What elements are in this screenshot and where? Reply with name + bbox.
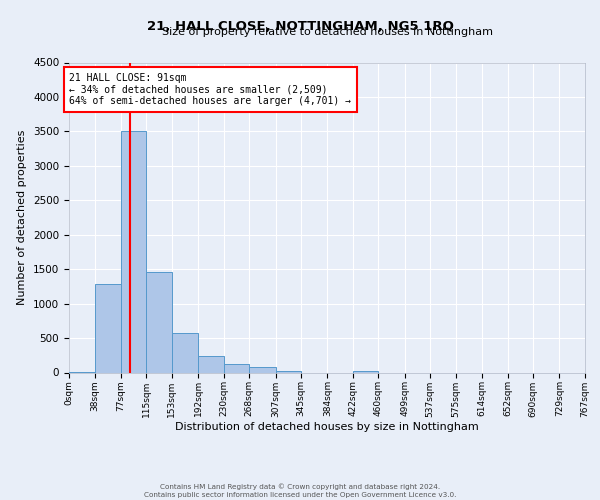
Bar (198, 356, 224, 372)
Bar (121, 132, 146, 372)
Bar (146, 272, 172, 372)
Text: Contains HM Land Registry data © Crown copyright and database right 2024.
Contai: Contains HM Land Registry data © Crown c… (144, 484, 456, 498)
Title: Size of property relative to detached houses in Nottingham: Size of property relative to detached ho… (161, 26, 493, 36)
Text: 21, HALL CLOSE, NOTTINGHAM, NG5 1RQ: 21, HALL CLOSE, NOTTINGHAM, NG5 1RQ (146, 20, 454, 33)
Bar (275, 371, 301, 372)
Bar (172, 333, 198, 372)
X-axis label: Distribution of detached houses by size in Nottingham: Distribution of detached houses by size … (175, 422, 479, 432)
Text: 21 HALL CLOSE: 91sqm
← 34% of detached houses are smaller (2,509)
64% of semi-de: 21 HALL CLOSE: 91sqm ← 34% of detached h… (70, 73, 352, 106)
Bar (224, 364, 249, 372)
Bar (95, 284, 121, 372)
Y-axis label: Number of detached properties: Number of detached properties (17, 130, 28, 305)
Bar (249, 367, 275, 372)
